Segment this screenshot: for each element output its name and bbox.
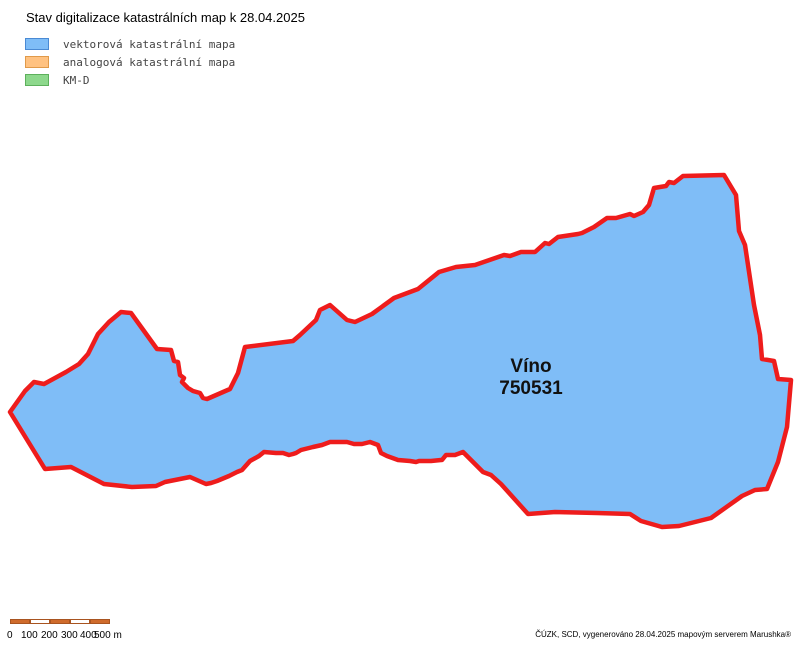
cadastral-area-polygon[interactable] [7, 172, 794, 530]
scale-bar [10, 619, 110, 624]
legend-item-kmd: KM-D [25, 71, 235, 89]
legend-label-kmd: KM-D [63, 73, 90, 87]
scale-tick-label: 300 [61, 630, 78, 641]
legend-item-analog: analogová katastrální mapa [25, 53, 235, 71]
scale-tick-label: 200 [41, 630, 58, 641]
scale-segment [50, 619, 70, 624]
area-code-label: 750531 [499, 378, 563, 399]
scale-tick-label: 0 [7, 630, 13, 641]
scale-tick-label: 400 [80, 630, 97, 641]
map-title: Stav digitalizace katastrálních map k 28… [26, 10, 305, 25]
scale-segment [70, 619, 90, 624]
kmd-map-swatch-icon [25, 74, 49, 86]
scale-segment [90, 619, 110, 624]
legend-label-vector: vektorová katastrální mapa [63, 37, 236, 51]
scale-segment [30, 619, 50, 624]
vector-map-swatch-icon [25, 38, 49, 50]
legend-item-vector: vektorová katastrální mapa [25, 35, 235, 53]
area-name-label: Víno [510, 356, 551, 377]
legend: vektorová katastrální mapa analogová kat… [25, 35, 235, 89]
legend-label-analog: analogová katastrální mapa [63, 55, 236, 69]
scale-tick-label: 500 m [94, 630, 122, 641]
scale-tick-label: 100 [21, 630, 38, 641]
map-credit: ČÚZK, SCD, vygenerováno 28.04.2025 mapov… [535, 630, 791, 639]
analog-map-swatch-icon [25, 56, 49, 68]
scale-segment [10, 619, 30, 624]
